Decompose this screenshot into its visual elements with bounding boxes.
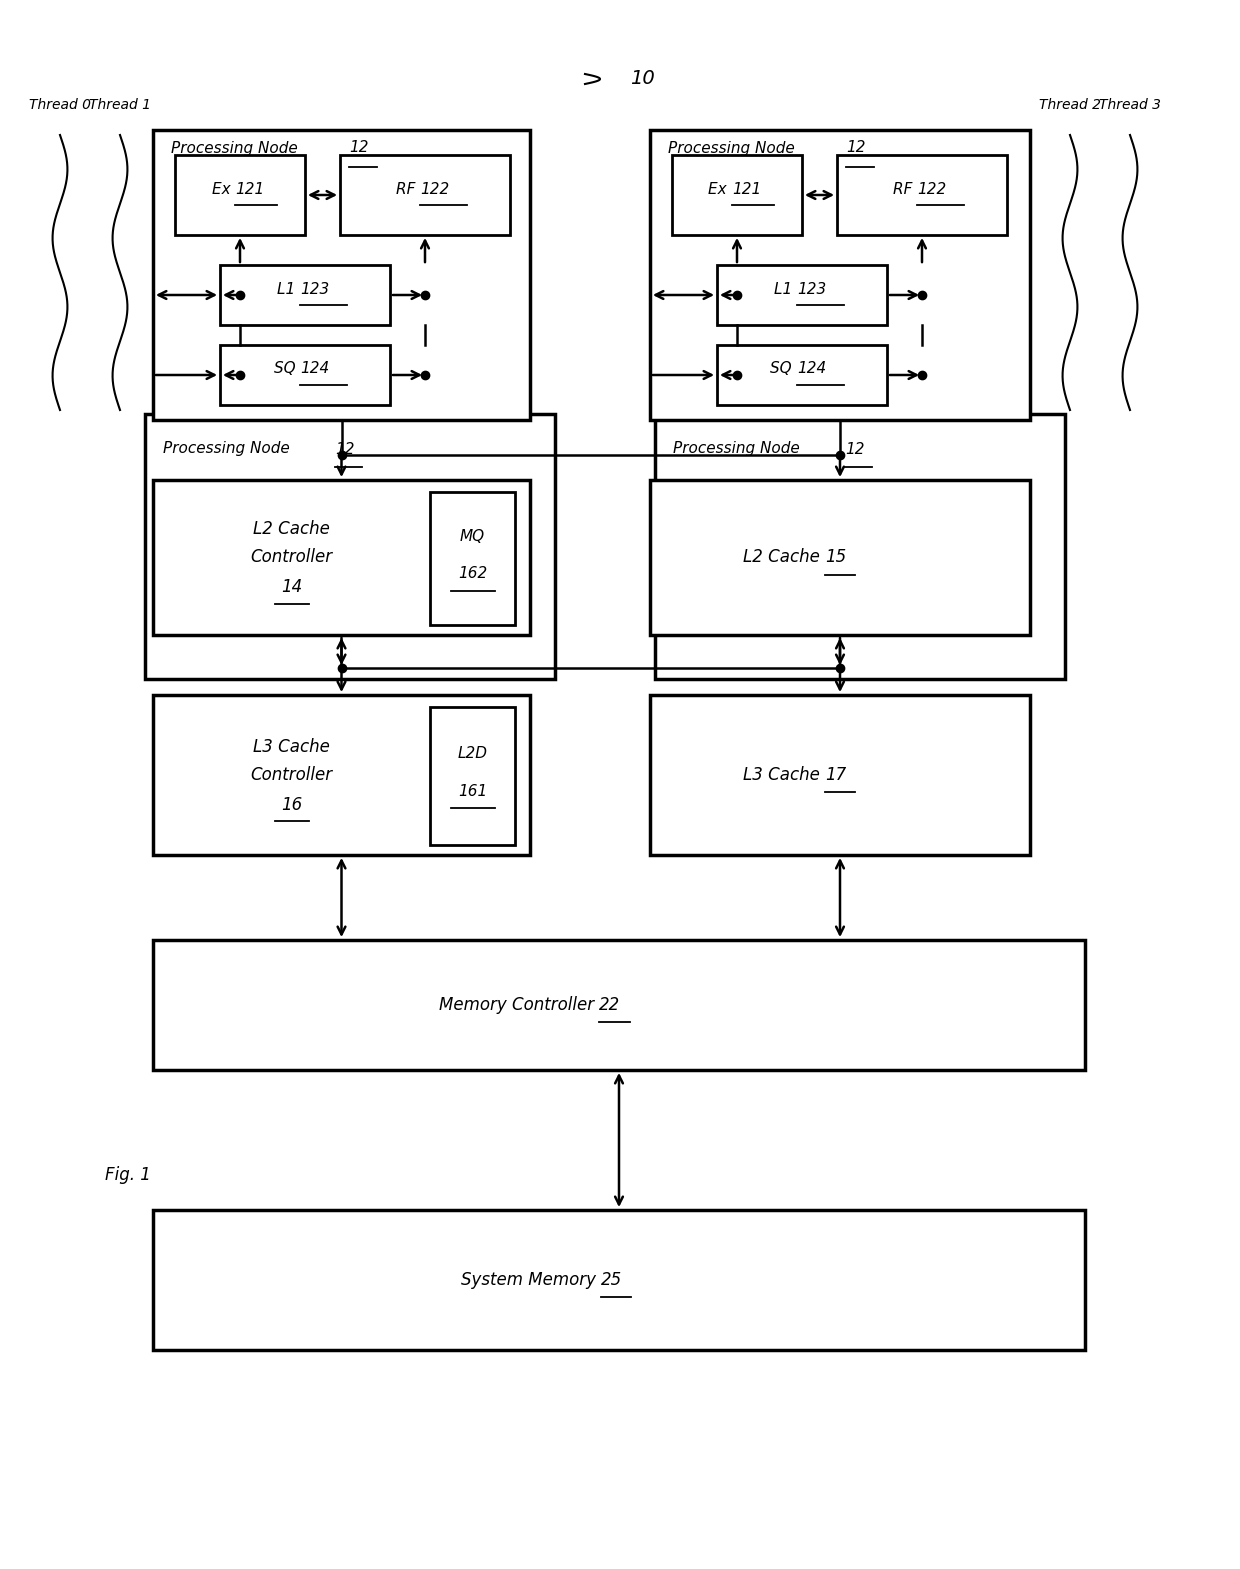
FancyBboxPatch shape: [717, 265, 887, 325]
Text: Controller: Controller: [250, 766, 332, 784]
Text: L2D: L2D: [458, 747, 487, 761]
FancyBboxPatch shape: [153, 940, 1085, 1070]
Text: 124: 124: [797, 361, 826, 377]
Text: RF: RF: [893, 182, 918, 196]
FancyBboxPatch shape: [650, 130, 1030, 420]
Text: 10: 10: [630, 69, 655, 88]
Text: 122: 122: [918, 182, 946, 196]
Text: 17: 17: [825, 766, 846, 784]
FancyBboxPatch shape: [153, 695, 529, 855]
FancyBboxPatch shape: [717, 345, 887, 405]
Text: L1: L1: [774, 281, 797, 297]
Text: Processing Node: Processing Node: [162, 441, 295, 457]
Text: Processing Node: Processing Node: [673, 441, 805, 457]
Text: Thread 3: Thread 3: [1099, 97, 1161, 111]
Text: 12: 12: [844, 441, 864, 457]
FancyBboxPatch shape: [153, 1210, 1085, 1349]
Text: 25: 25: [601, 1271, 622, 1290]
Text: Thread 2: Thread 2: [1039, 97, 1101, 111]
FancyBboxPatch shape: [430, 493, 515, 624]
Text: SQ: SQ: [274, 361, 300, 377]
Text: 122: 122: [420, 182, 449, 196]
Text: Controller: Controller: [250, 549, 332, 566]
FancyBboxPatch shape: [655, 414, 1065, 679]
Text: 22: 22: [599, 996, 620, 1014]
FancyBboxPatch shape: [340, 155, 510, 235]
Text: 12: 12: [348, 141, 368, 155]
Text: Thread 0: Thread 0: [29, 97, 91, 111]
Text: 15: 15: [825, 549, 846, 566]
Text: L1: L1: [277, 281, 300, 297]
Text: 121: 121: [732, 182, 761, 196]
FancyBboxPatch shape: [153, 130, 529, 420]
FancyBboxPatch shape: [219, 265, 391, 325]
Text: 16: 16: [281, 795, 303, 814]
Text: Memory Controller: Memory Controller: [439, 996, 599, 1014]
Text: 161: 161: [458, 783, 487, 799]
Text: Ex: Ex: [708, 182, 732, 196]
FancyBboxPatch shape: [175, 155, 305, 235]
Text: Ex: Ex: [212, 182, 236, 196]
Text: L3 Cache: L3 Cache: [253, 737, 330, 756]
Text: MQ: MQ: [460, 529, 485, 544]
FancyBboxPatch shape: [153, 480, 529, 635]
Text: 14: 14: [281, 579, 303, 596]
FancyBboxPatch shape: [219, 345, 391, 405]
Text: L3 Cache: L3 Cache: [743, 766, 825, 784]
Text: Thread 1: Thread 1: [89, 97, 151, 111]
Text: Processing Node: Processing Node: [171, 141, 303, 155]
Text: 123: 123: [300, 281, 330, 297]
Text: SQ: SQ: [770, 361, 797, 377]
Text: 12: 12: [335, 441, 355, 457]
Text: 121: 121: [236, 182, 264, 196]
Text: L2 Cache: L2 Cache: [743, 549, 825, 566]
FancyBboxPatch shape: [650, 480, 1030, 635]
FancyBboxPatch shape: [672, 155, 802, 235]
FancyBboxPatch shape: [650, 695, 1030, 855]
FancyBboxPatch shape: [145, 414, 556, 679]
Text: 12: 12: [846, 141, 866, 155]
Text: 124: 124: [300, 361, 330, 377]
Text: 162: 162: [458, 566, 487, 581]
FancyBboxPatch shape: [837, 155, 1007, 235]
FancyBboxPatch shape: [430, 708, 515, 846]
Text: Processing Node: Processing Node: [668, 141, 800, 155]
Text: System Memory: System Memory: [461, 1271, 601, 1290]
Text: RF: RF: [396, 182, 420, 196]
Text: Fig. 1: Fig. 1: [105, 1166, 151, 1185]
Text: 123: 123: [797, 281, 826, 297]
Text: L2 Cache: L2 Cache: [253, 521, 330, 538]
